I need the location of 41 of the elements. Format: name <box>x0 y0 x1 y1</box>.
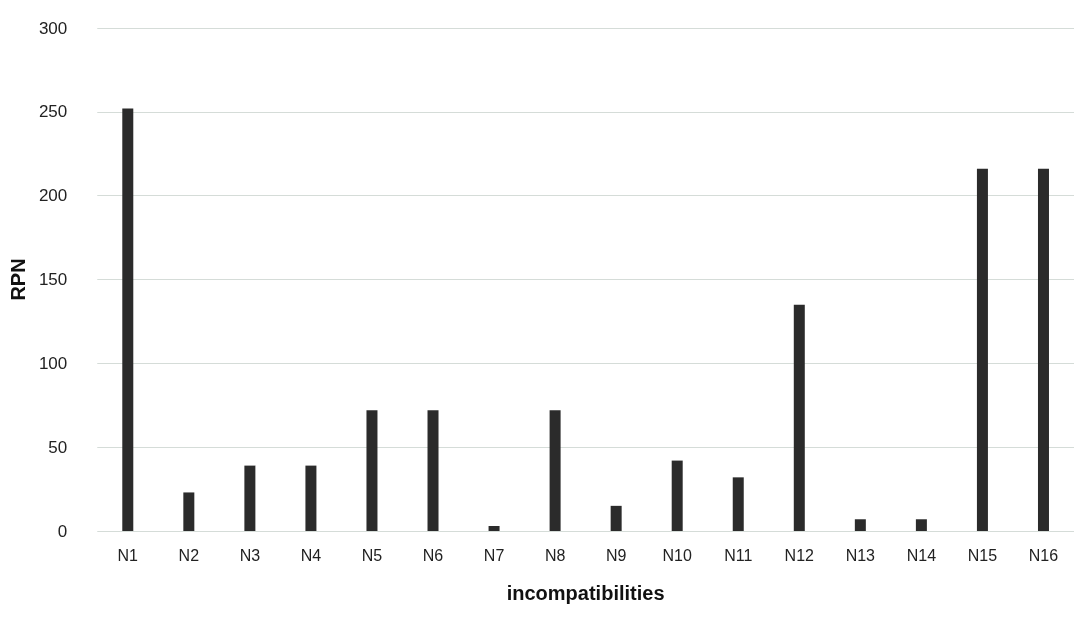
bar <box>1037 168 1049 531</box>
x-tick-label: N9 <box>605 546 627 564</box>
x-tick-label: N11 <box>724 546 753 564</box>
x-tick-label: N12 <box>784 546 815 564</box>
bar <box>305 465 317 531</box>
bar <box>793 304 805 531</box>
bar <box>732 477 744 531</box>
y-tick-label: 300 <box>38 18 68 38</box>
bar <box>915 519 927 531</box>
x-tick-label: N15 <box>967 546 998 564</box>
x-tick-label: N13 <box>845 546 876 564</box>
x-tick-label: N1 <box>117 546 139 564</box>
bar <box>610 505 622 531</box>
bar <box>671 460 683 531</box>
bar <box>122 108 134 531</box>
y-tick-label: 200 <box>38 186 68 206</box>
x-tick-label: N2 <box>178 546 200 564</box>
x-tick-label: N8 <box>544 546 566 564</box>
bar <box>854 519 866 531</box>
bar <box>488 525 500 531</box>
x-tick-label: N7 <box>483 546 505 564</box>
bar <box>427 410 439 531</box>
x-tick-label: N3 <box>239 546 261 564</box>
y-axis-title: RPN <box>7 258 29 301</box>
x-tick-label: N6 <box>422 546 444 564</box>
x-axis-title: incompatibilities <box>506 582 665 604</box>
bar <box>244 465 256 531</box>
x-tick-label: N16 <box>1028 546 1059 564</box>
bar <box>549 410 561 531</box>
x-tick-label: N4 <box>300 546 322 564</box>
x-tick-label: N5 <box>361 546 383 564</box>
y-tick-label: 0 <box>57 521 68 541</box>
y-tick-label: 100 <box>38 353 68 373</box>
y-tick-label: 150 <box>38 270 68 289</box>
x-tick-label: N14 <box>906 546 937 564</box>
bar <box>183 492 195 531</box>
x-tick-label: N10 <box>662 546 692 564</box>
bar <box>366 410 378 531</box>
y-tick-label: 50 <box>48 437 68 457</box>
bar <box>976 168 988 531</box>
y-tick-label: 250 <box>38 102 68 122</box>
